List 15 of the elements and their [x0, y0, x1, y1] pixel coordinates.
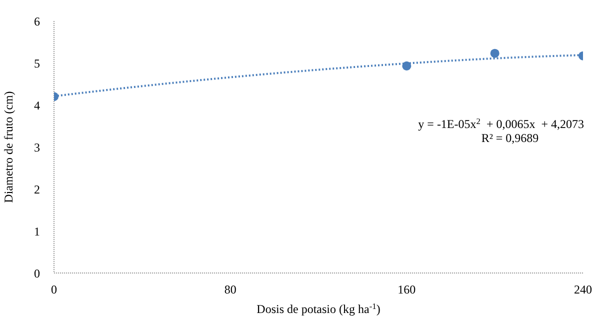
y-tick-label: 2 [34, 182, 40, 196]
x-tick-label: 160 [398, 282, 416, 297]
annotation: R² = 0,9689 [481, 131, 539, 145]
y-axis-title: Diametro de fruto (cm) [1, 91, 16, 203]
x-tick-label: 0 [51, 282, 57, 297]
y-tick-label: 0 [34, 266, 40, 280]
x-axis-title: Dosis de potasio (kg ha$^{-1}$) [256, 302, 380, 316]
annotation: y = -1E-05x$^{2}$ + 0,0065x + 4,2073 [418, 116, 584, 131]
y-tick-label: 3 [34, 140, 40, 154]
y-tick-label: 1 [34, 224, 40, 238]
x-tick-label: 80 [224, 282, 236, 297]
y-tick-label: 6 [34, 14, 40, 28]
y-tick-label: 5 [34, 56, 40, 70]
y-tick-label: 4 [34, 98, 40, 112]
x-tick-label: 240 [574, 282, 592, 297]
